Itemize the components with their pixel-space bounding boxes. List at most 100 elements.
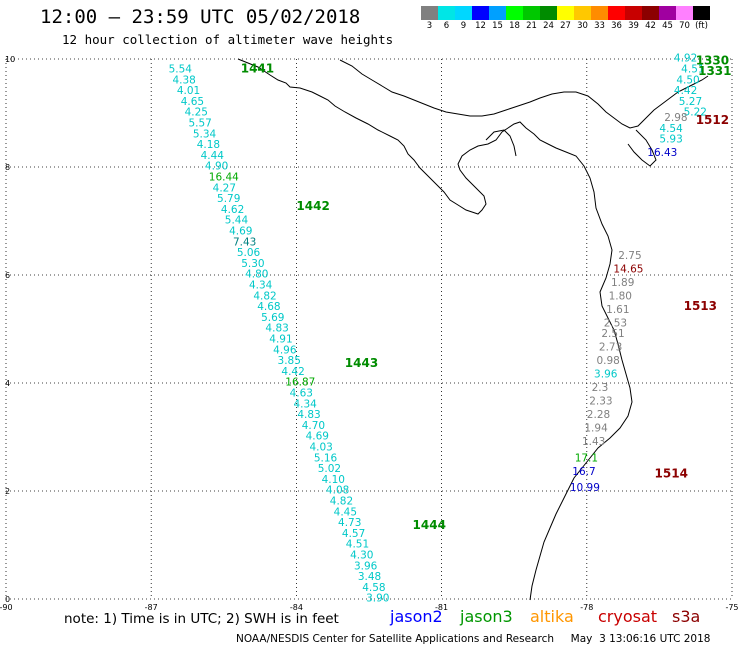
colorbar-label: 15 [492,21,503,31]
wave-height-value: 4.73 [338,517,361,529]
x-tick-label: -84 [290,603,303,612]
wave-height-value: 3.90 [366,593,389,605]
y-tick-label: 4 [5,379,10,388]
wave-height-value: 4.80 [245,269,268,281]
axis-tick-labels: -90 -87 -84 -81 -78 -75 0 2 4 6 8 10 [0,55,739,612]
wave-height-value: 3.96 [354,560,378,572]
wave-height-value: 1.89 [611,277,634,289]
wave-height-value: 4.42 [281,366,304,378]
colorbar-swatch [591,6,608,20]
wave-height-value: 4.27 [213,182,236,194]
wave-height-value: 4.38 [172,74,195,86]
colorbar-swatch [421,6,438,20]
satellite-legend-jason3: jason3 [460,607,513,626]
wave-height-value: 4.65 [181,96,204,108]
colorbar-swatch [472,6,489,20]
colorbar-swatch [557,6,574,20]
colorbar-swatch [642,6,659,20]
coast-colombia [627,129,657,167]
colorbar-swatch [523,6,540,20]
colorbar-swatch [540,6,557,20]
y-tick-label: 0 [5,595,10,604]
wave-height-value: 5.22 [684,107,707,119]
colorbar-label: 33 [594,21,605,31]
colorbar-label: 3 [426,21,433,31]
wave-height-value: 14.65 [613,263,643,275]
wave-height-value: 4.92 [674,53,697,65]
wave-height-value: 2.98 [664,112,687,124]
wave-height-value: 4.45 [334,506,357,518]
coast-gulf-panama [485,129,517,157]
colorbar-swatch [506,6,523,20]
wave-height-value: 4.82 [253,290,276,302]
y-tick-label: 8 [5,163,10,172]
colorbar-swatch [455,6,472,20]
wave-height-value: 4.08 [326,485,349,497]
coastline [237,58,709,601]
track-id-label: 1443 [345,356,378,370]
satellite-legend-altika: altika [530,607,574,626]
wave-height-value: 4.58 [362,582,385,594]
colorbar-label: 9 [460,21,467,31]
colorbar-label: 6 [443,21,450,31]
wave-height-value: 5.54 [169,64,193,76]
y-tick-label: 2 [5,487,10,496]
wave-height-value: 4.34 [293,398,317,410]
wave-height-value: 4.51 [346,539,369,551]
y-tick-label: 6 [5,271,10,280]
wave-height-value: 1.43 [582,436,605,448]
colorbar-swatch [676,6,693,20]
wave-height-value: 4.50 [676,74,699,86]
colorbar-label: 21 [526,21,537,31]
satellite-legend-jason2: jason2 [390,607,443,626]
track-id-label: 1331 [698,64,731,78]
x-tick-label: -78 [580,603,593,612]
map-subtitle: 12 hour collection of altimeter wave hei… [62,32,394,47]
colorbar-label: 24 [543,21,554,31]
colorbar-labels: 3 6 9 12 15 18 21 24 27 30 33 36 39 42 45 70 (ft) [421,21,710,31]
wave-height-value: 4.83 [265,323,288,335]
colorbar-swatch [693,6,710,20]
colorbar-label: (ft) [695,21,708,31]
wave-height-value: 4.90 [205,161,228,173]
wave-height-value: 4.82 [330,496,353,508]
track-id-label: 1441 [241,62,274,76]
wave-height-value: 4.25 [185,107,208,119]
colorbar-label: 30 [577,21,588,31]
wave-height-value: 16.44 [209,172,239,184]
wave-height-value: 4.68 [257,301,280,313]
colorbar-label: 39 [628,21,639,31]
colorbar [421,6,710,20]
wave-height-value: 5.44 [225,215,249,227]
wave-height-value: 4.54 [659,123,683,135]
coast-caribbean [339,59,709,129]
wave-height-value: 4.18 [197,139,220,151]
coast-central-america [237,58,633,601]
colorbar-label: 70 [679,21,690,31]
credit-line: NOAA/NESDIS Center for Satellite Applica… [236,633,711,645]
x-tick-label: -87 [145,603,158,612]
colorbar-label: 36 [611,21,622,31]
wave-height-value: 2.3 [592,382,609,394]
wave-height-value: 5.93 [659,134,682,146]
map-title: 12:00 – 23:59 UTC 05/02/2018 [40,6,361,28]
wave-height-value: 4.44 [201,150,225,162]
wave-height-value: 3.48 [358,571,381,583]
wave-height-value: 1.94 [584,423,608,435]
colorbar-swatch [438,6,455,20]
wave-height-value: 16.87 [285,377,315,389]
wave-height-observations: 5.544.384.014.654.255.575.344.184.444.90… [169,53,707,605]
wave-height-value: 2.33 [589,396,612,408]
colorbar-swatch [608,6,625,20]
wave-height-value: 4.83 [297,409,320,421]
wave-height-value: 3.96 [594,369,618,381]
satellite-legend-cryosat: cryosat [598,607,658,626]
wave-height-value: 5.34 [193,128,217,140]
x-tick-label: -75 [725,603,738,612]
wave-height-value: 4.63 [290,388,313,400]
track-id-label: 1512 [696,113,729,127]
wave-height-value: 5.30 [241,258,264,270]
wave-height-value: 4.01 [177,85,200,97]
wave-height-value: 4.51 [681,64,704,76]
